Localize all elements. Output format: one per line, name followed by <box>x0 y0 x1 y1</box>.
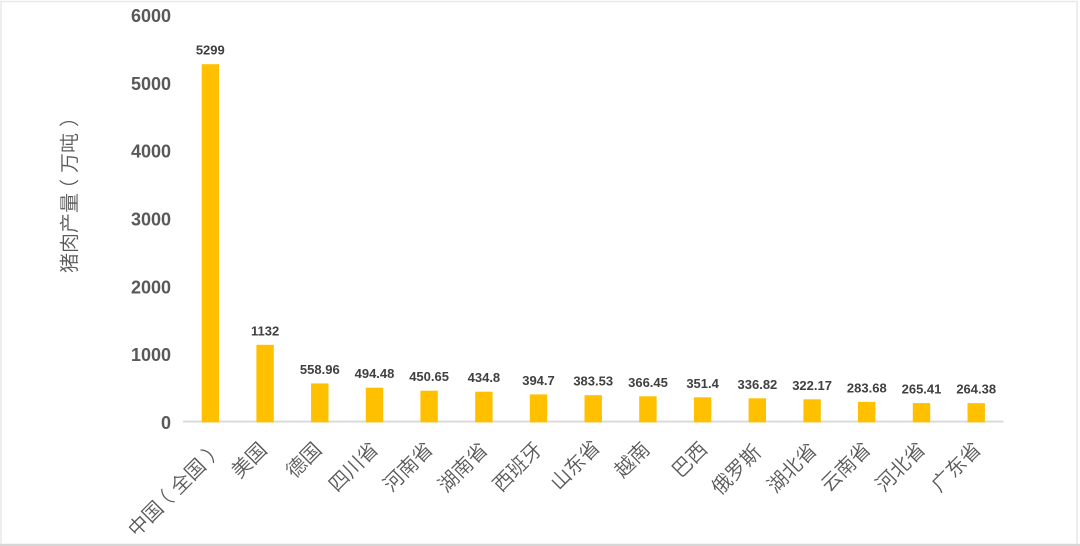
svg-text:558.96: 558.96 <box>300 362 340 377</box>
svg-text:1000: 1000 <box>131 345 171 365</box>
svg-text:366.45: 366.45 <box>628 375 668 390</box>
svg-text:494.48: 494.48 <box>355 366 395 381</box>
svg-text:5000: 5000 <box>131 74 171 94</box>
svg-text:283.68: 283.68 <box>847 380 887 395</box>
svg-text:6000: 6000 <box>131 6 171 26</box>
svg-text:1132: 1132 <box>251 323 279 338</box>
svg-text:5299: 5299 <box>196 43 225 58</box>
svg-text:322.17: 322.17 <box>792 378 832 393</box>
svg-text:434.8: 434.8 <box>468 370 501 385</box>
svg-text:3000: 3000 <box>131 210 171 230</box>
svg-text:264.38: 264.38 <box>956 382 996 397</box>
svg-text:450.65: 450.65 <box>409 369 449 384</box>
svg-text:2000: 2000 <box>131 277 171 297</box>
svg-text:351.4: 351.4 <box>686 376 719 391</box>
svg-text:265.41: 265.41 <box>902 382 942 397</box>
svg-text:383.53: 383.53 <box>573 374 613 389</box>
svg-text:4000: 4000 <box>131 142 171 162</box>
svg-text:394.7: 394.7 <box>522 373 555 388</box>
svg-text:0: 0 <box>161 413 171 433</box>
svg-text:336.82: 336.82 <box>738 377 778 392</box>
